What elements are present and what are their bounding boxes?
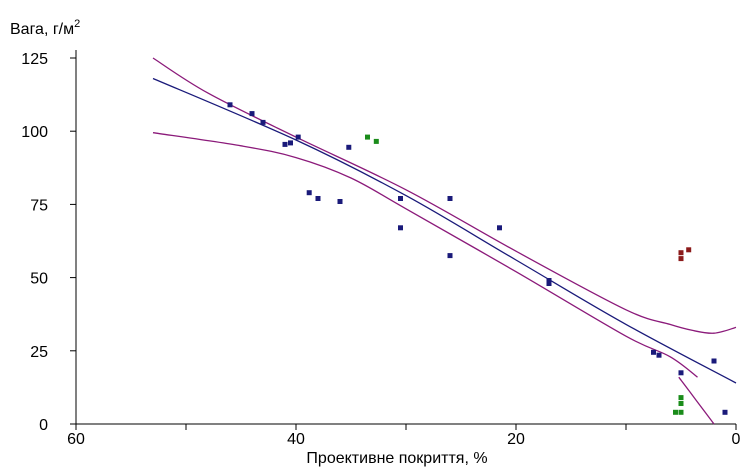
y-tick-label: 0 — [39, 417, 48, 434]
data-point-navy — [711, 358, 717, 364]
data-point-navy — [398, 196, 403, 201]
data-point-navy — [497, 225, 502, 231]
tick-labels: 0 25 50 75 100 125 60 40 20 0 — [21, 51, 740, 448]
data-point-navy — [656, 352, 662, 358]
data-point-green — [678, 409, 684, 415]
data-point-green — [678, 401, 684, 406]
tick-marks — [70, 57, 737, 430]
regression-curves — [152, 57, 737, 425]
data-point-green — [365, 134, 370, 140]
data-point-navy — [722, 409, 728, 415]
y-tick-label: 100 — [21, 124, 48, 141]
confidence-upper-curve — [152, 57, 737, 334]
data-point-green — [373, 138, 379, 144]
data-point-navy — [447, 196, 453, 201]
data-point-navy — [546, 281, 552, 286]
regression-line — [152, 77, 737, 384]
data-point-green — [678, 395, 684, 401]
y-tick-label: 25 — [30, 344, 48, 361]
data-point-navy — [337, 199, 343, 204]
x-tick-label: 40 — [287, 431, 305, 448]
data-point-navy — [447, 253, 453, 259]
data-point-navy — [398, 225, 403, 231]
data-point-navy — [282, 141, 288, 147]
data-points — [227, 102, 728, 415]
x-tick-label: 0 — [732, 431, 740, 448]
confidence-lower-tail — [678, 376, 715, 425]
data-point-navy — [306, 190, 312, 196]
y-axis-title: Вага, г/м2 — [10, 18, 80, 38]
data-point-navy — [346, 144, 352, 150]
data-point-navy — [249, 111, 255, 117]
data-point-navy — [678, 370, 684, 376]
data-point-navy — [295, 134, 301, 140]
x-tick-label: 20 — [507, 431, 525, 448]
y-tick-label: 50 — [30, 271, 48, 288]
x-tick-label: 60 — [67, 431, 85, 448]
data-point-navy — [546, 278, 552, 283]
data-point-navy — [315, 196, 321, 201]
confidence-lower-curve — [152, 132, 698, 378]
y-tick-label: 125 — [21, 51, 48, 68]
data-point-navy — [651, 349, 656, 355]
data-point-darkred — [678, 250, 684, 256]
x-axis-title: Проективне покриття, % — [306, 450, 487, 467]
data-point-darkred — [686, 247, 692, 253]
data-point-navy — [260, 119, 266, 125]
data-point-darkred — [678, 256, 684, 262]
y-tick-label: 75 — [30, 197, 48, 214]
data-point-navy — [227, 102, 233, 108]
data-point-green — [673, 409, 678, 415]
data-point-navy — [288, 140, 293, 146]
axes — [75, 50, 736, 425]
